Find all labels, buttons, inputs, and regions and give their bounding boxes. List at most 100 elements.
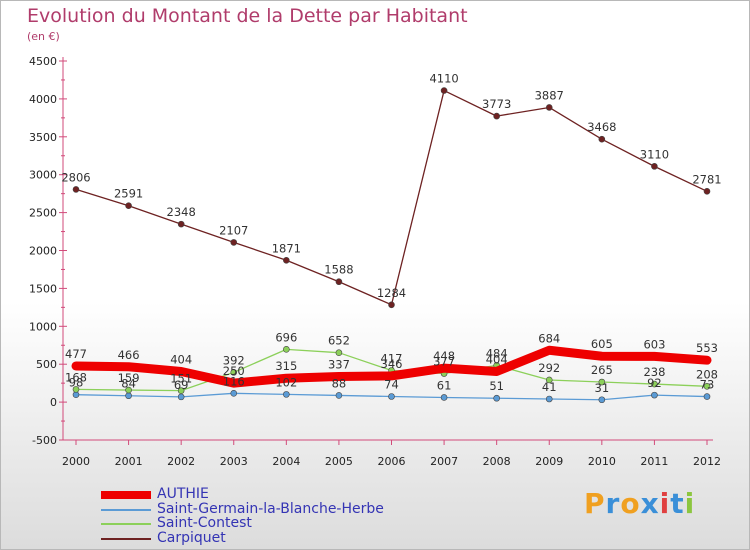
data-point bbox=[493, 394, 500, 402]
data-point bbox=[230, 390, 238, 397]
data-point bbox=[651, 380, 658, 388]
data-point bbox=[230, 369, 238, 376]
data-label: 652 bbox=[328, 334, 350, 348]
data-label: 116 bbox=[223, 374, 245, 388]
data-point bbox=[650, 352, 659, 361]
brand-letter: x bbox=[640, 487, 660, 520]
data-label: 74 bbox=[384, 377, 399, 391]
data-label: 417 bbox=[381, 351, 403, 365]
y-tick-label: 3500 bbox=[29, 131, 57, 144]
data-label: 238 bbox=[643, 365, 665, 379]
data-label: 3773 bbox=[482, 97, 511, 111]
brand-letter: i bbox=[659, 487, 671, 520]
data-point bbox=[334, 372, 343, 381]
data-label: 98 bbox=[69, 376, 84, 390]
chart-title: Evolution du Montant de la Dette par Hab… bbox=[27, 5, 468, 27]
legend-label: Carpiquet bbox=[157, 529, 226, 546]
y-tick-label: 1000 bbox=[29, 320, 57, 333]
data-label: 603 bbox=[643, 337, 665, 351]
legend-swatch bbox=[101, 491, 151, 499]
data-label: 69 bbox=[174, 378, 189, 392]
data-point bbox=[125, 386, 132, 394]
brand-letter: i bbox=[684, 487, 696, 520]
data-point bbox=[72, 361, 80, 370]
x-tick-label: 2001 bbox=[115, 455, 143, 468]
data-label: 3887 bbox=[535, 88, 564, 102]
x-tick-label: 2008 bbox=[483, 455, 511, 468]
data-label: 696 bbox=[275, 330, 297, 344]
data-point bbox=[177, 387, 185, 394]
data-point bbox=[177, 393, 185, 401]
brand-letter: P bbox=[584, 487, 606, 520]
data-label: 92 bbox=[647, 376, 662, 390]
data-label: 208 bbox=[696, 367, 718, 381]
brand-logo: Proxiti bbox=[584, 487, 695, 520]
data-label: 337 bbox=[328, 358, 350, 372]
data-label: 250 bbox=[223, 364, 245, 378]
data-point bbox=[545, 395, 553, 403]
data-label: 3110 bbox=[640, 147, 669, 161]
data-point bbox=[651, 163, 658, 170]
data-point bbox=[703, 393, 711, 400]
data-label: 102 bbox=[275, 375, 297, 389]
data-point bbox=[229, 379, 238, 388]
y-tick-label: 1500 bbox=[29, 282, 57, 295]
data-point bbox=[440, 394, 448, 401]
data-label: 466 bbox=[118, 348, 140, 362]
y-tick-label: 2000 bbox=[29, 245, 57, 258]
legend-swatch bbox=[101, 508, 151, 511]
data-label: 2591 bbox=[114, 187, 143, 201]
data-point bbox=[388, 393, 395, 400]
data-point bbox=[703, 188, 711, 195]
legend-label: Saint-Germain-la-Blanche-Herbe bbox=[157, 500, 384, 517]
data-label: 2348 bbox=[167, 205, 196, 219]
data-label: 159 bbox=[118, 371, 140, 385]
y-tick-label: 500 bbox=[36, 358, 57, 371]
data-point bbox=[282, 374, 291, 383]
brand-letter: o bbox=[620, 487, 641, 520]
data-point bbox=[335, 349, 343, 356]
data-point bbox=[440, 364, 449, 373]
data-label: 448 bbox=[433, 349, 455, 363]
data-point bbox=[124, 362, 133, 371]
data-label: 151 bbox=[170, 372, 192, 386]
data-point bbox=[545, 346, 554, 355]
data-label: 553 bbox=[696, 341, 718, 355]
data-point bbox=[177, 367, 186, 376]
data-point bbox=[177, 220, 185, 228]
data-point bbox=[492, 367, 501, 376]
data-label: 265 bbox=[591, 363, 613, 377]
data-label: 168 bbox=[65, 370, 87, 384]
data-point bbox=[335, 392, 343, 399]
data-label: 392 bbox=[223, 353, 245, 367]
data-point bbox=[651, 391, 658, 399]
brand-letter: r bbox=[605, 487, 621, 520]
data-label: 31 bbox=[595, 381, 610, 395]
x-tick-label: 2007 bbox=[430, 455, 458, 468]
y-tick-label: 2500 bbox=[29, 207, 57, 220]
legend-label: Saint-Contest bbox=[157, 515, 252, 531]
data-label: 41 bbox=[542, 380, 557, 394]
data-point bbox=[125, 392, 132, 400]
data-label: 315 bbox=[275, 359, 297, 373]
data-label: 404 bbox=[170, 352, 192, 366]
x-tick-label: 2005 bbox=[325, 455, 353, 468]
legend-label: AUTHIE bbox=[157, 486, 209, 502]
data-point bbox=[440, 87, 448, 94]
data-point bbox=[703, 356, 711, 365]
data-point bbox=[283, 391, 290, 398]
x-tick-label: 2006 bbox=[378, 455, 406, 468]
data-point bbox=[493, 112, 500, 120]
data-label: 605 bbox=[591, 337, 613, 351]
data-label: 292 bbox=[538, 361, 560, 375]
data-point bbox=[335, 278, 343, 286]
x-tick-label: 2000 bbox=[62, 455, 90, 468]
data-label: 61 bbox=[437, 378, 452, 392]
data-label: 477 bbox=[65, 347, 87, 361]
brand-letter: t bbox=[670, 487, 685, 520]
data-point bbox=[72, 386, 80, 393]
data-point bbox=[545, 376, 553, 384]
x-tick-label: 2011 bbox=[640, 455, 668, 468]
data-label: 2107 bbox=[219, 223, 248, 237]
data-point bbox=[598, 396, 606, 404]
